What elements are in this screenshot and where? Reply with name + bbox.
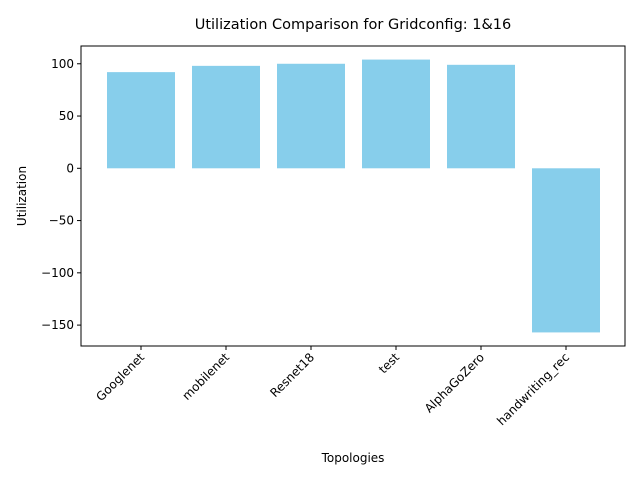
plot-frame <box>80 45 626 347</box>
bars-group <box>107 59 600 333</box>
y-tick-label: −50 <box>49 214 74 228</box>
x-axis-label: Topologies <box>321 451 385 465</box>
y-axis-label: Utilization <box>15 166 29 226</box>
y-tick-label: 100 <box>51 57 74 71</box>
bar-mobilenet <box>192 65 260 169</box>
y-axis-ticks: −150 −100 −50 0 50 100 <box>41 57 81 332</box>
chart-title: Utilization Comparison for Gridconfig: 1… <box>195 17 512 33</box>
y-tick-label: −100 <box>41 266 74 280</box>
y-tick-label: 0 <box>66 161 74 175</box>
y-tick-label: 50 <box>59 109 74 123</box>
bar-googlenet <box>107 72 175 169</box>
bar-alphagozero <box>447 64 515 169</box>
bar-handwriting-rec <box>532 168 600 333</box>
y-tick-label: −150 <box>41 318 74 332</box>
bar-test <box>362 59 430 169</box>
bar-resnet18 <box>277 63 345 169</box>
